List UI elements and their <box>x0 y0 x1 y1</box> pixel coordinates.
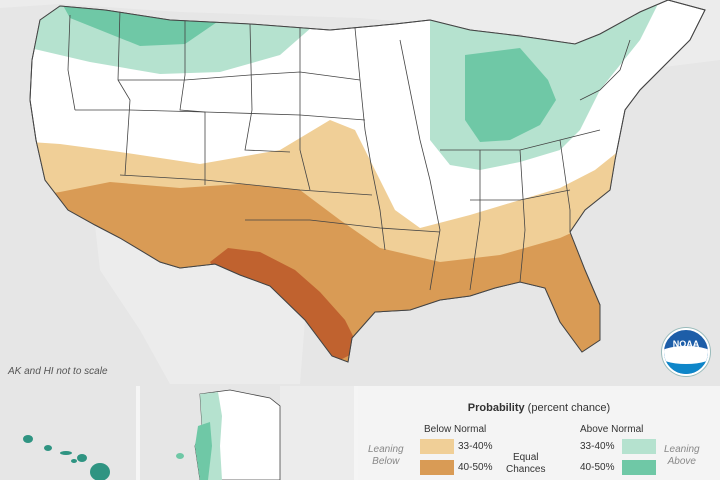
alaska-inset <box>140 386 354 480</box>
below-40-50-label: 40-50% <box>458 462 493 473</box>
swatch-below-40-50 <box>420 460 454 475</box>
logo-wave <box>664 346 708 364</box>
above-40-50-label: 40-50% <box>580 462 615 473</box>
below-normal-header: Below Normal <box>424 424 487 435</box>
swatch-above-33-40 <box>622 439 656 454</box>
canada-land-ak <box>280 386 354 480</box>
legend-title: Probability (percent chance) <box>358 402 720 414</box>
hawaii-inset <box>0 386 136 480</box>
leaning-below-line2: Below <box>372 456 400 467</box>
below-33-40-label: 33-40% <box>458 441 493 452</box>
state-borders <box>67 9 631 291</box>
legend: Probability (percent chance) Below Norma… <box>358 386 720 480</box>
above-normal-header: Above Normal <box>580 424 644 435</box>
swatch-above-40-50 <box>622 460 656 475</box>
divider-left <box>136 386 140 480</box>
hawaii-island-molokai <box>60 451 72 455</box>
leaning-below-label: Leaning Below <box>368 444 404 468</box>
leaning-above-line1: Leaning <box>664 444 700 455</box>
equal-chances-label: Equal Chances <box>506 452 545 476</box>
contiguous-us-outlook-map <box>29 0 706 384</box>
alaska-map <box>176 386 354 480</box>
legend-title-sub: (percent chance) <box>527 402 611 414</box>
hawaii-island-oahu <box>44 445 52 451</box>
equal-chances-line1: Equal <box>512 452 539 463</box>
leaning-above-label: Leaning Above <box>664 444 700 468</box>
scale-note: AK and HI not to scale <box>8 366 108 377</box>
legend-title-main: Probability <box>467 402 525 414</box>
leaning-below-line1: Leaning <box>368 444 404 455</box>
swatch-below-33-40 <box>420 439 454 454</box>
divider-right <box>354 386 358 480</box>
hawaii-island-kauai <box>23 435 33 443</box>
us-outline <box>29 0 706 363</box>
hawaii-island-lanai <box>71 459 77 463</box>
above-33-40-label: 33-40% <box>580 441 615 452</box>
noaa-logo: NOAA <box>662 328 710 376</box>
alaska-above-dark <box>195 422 212 480</box>
leaning-above-line2: Above <box>667 456 696 467</box>
equal-chances-line2: Chances <box>506 464 546 475</box>
logo-text: NOAA <box>672 339 700 349</box>
alaska-island <box>176 453 184 459</box>
hawaii-island-big <box>90 463 110 480</box>
hawaii-island-maui <box>77 454 87 462</box>
above-normal-lakes-dark <box>465 48 556 142</box>
mexico-land <box>95 225 305 384</box>
hawaii-map <box>23 435 110 480</box>
